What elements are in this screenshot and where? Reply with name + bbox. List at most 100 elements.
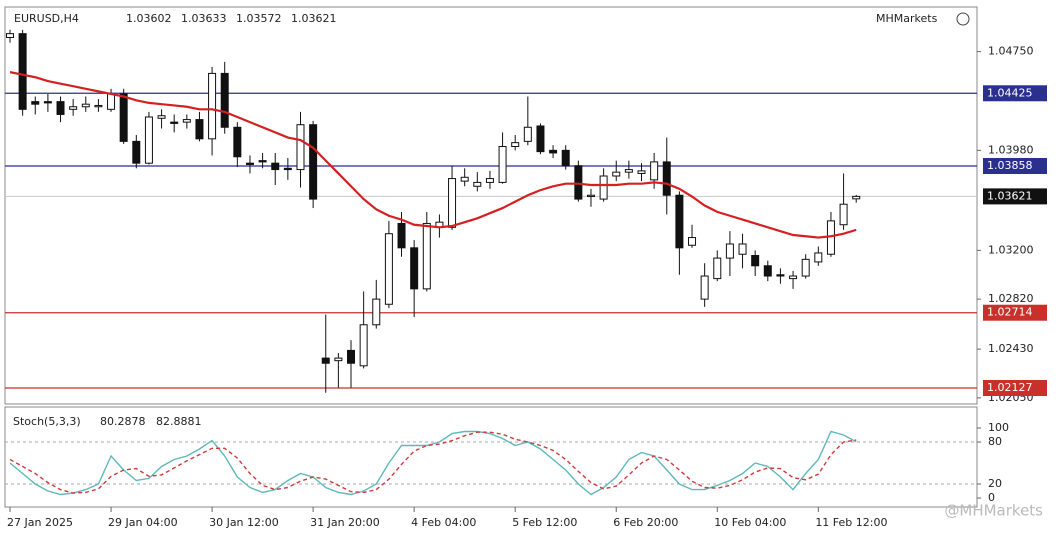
- candle-body: [751, 255, 760, 267]
- x-tick-label: 6 Feb 20:00: [613, 516, 678, 529]
- y-tick-label: 1.02430: [988, 342, 1034, 355]
- candle-body: [208, 72, 217, 140]
- candle-body: [789, 275, 798, 280]
- candle-body: [107, 93, 116, 110]
- candle-body: [384, 233, 393, 305]
- x-tick-label: 27 Jan 2025: [7, 516, 73, 529]
- candle-body: [347, 349, 356, 364]
- candle-body: [359, 324, 368, 367]
- moving-average: [9, 71, 857, 239]
- level-label: 1.04425: [987, 86, 1033, 99]
- x-tick-label: 29 Jan 04:00: [108, 516, 178, 529]
- candle-body: [523, 126, 532, 142]
- candle-body: [485, 178, 494, 183]
- candle-body: [296, 124, 305, 171]
- candle-body: [776, 274, 785, 277]
- y-tick-label: 100: [988, 421, 1009, 434]
- candle-body: [410, 247, 419, 290]
- candle-body: [725, 243, 734, 259]
- candle-body: [549, 149, 558, 154]
- candle-body: [801, 258, 810, 277]
- candle-body: [397, 222, 406, 249]
- candle-body: [448, 178, 457, 228]
- candle-body: [511, 142, 520, 148]
- candle-body: [574, 165, 583, 200]
- candle-body: [473, 181, 482, 187]
- candle-body: [713, 257, 722, 280]
- candle-body: [182, 119, 191, 123]
- candle-body: [94, 104, 103, 108]
- candle-body: [233, 126, 242, 158]
- header-low: 1.03572: [236, 12, 282, 25]
- candle-body: [56, 101, 65, 115]
- candle-body: [18, 33, 27, 110]
- candle-body: [561, 149, 570, 167]
- header-close: 1.03621: [291, 12, 337, 25]
- x-tick-label: 4 Feb 04:00: [411, 516, 476, 529]
- stoch-line: [9, 431, 857, 494]
- stoch-d-value: 82.8881: [156, 415, 202, 428]
- candle-body: [81, 103, 90, 108]
- y-tick-label: 1.02820: [988, 292, 1034, 305]
- candle-body: [675, 194, 684, 249]
- y-tick-label: 80: [988, 435, 1002, 448]
- candle-body: [69, 106, 78, 110]
- y-tick-label: 1.03200: [988, 243, 1034, 256]
- level-label-box: [983, 379, 1047, 396]
- level-label-box: [983, 158, 1047, 174]
- candle-body: [43, 101, 52, 104]
- candle-body: [839, 203, 848, 226]
- y-tick-label: 20: [988, 477, 1002, 490]
- last-price-label: 1.03621: [987, 189, 1033, 202]
- candle-body: [688, 237, 697, 246]
- stoch-title: Stoch(5,3,3): [13, 415, 81, 428]
- candle-body: [763, 265, 772, 277]
- candle-body: [700, 275, 709, 300]
- y-tick-label: 0: [988, 491, 995, 504]
- stoch-panel: [4, 406, 978, 508]
- candle-body: [170, 121, 179, 124]
- candle-body: [637, 170, 646, 174]
- y-tick-label: 1.04750: [988, 45, 1034, 58]
- level-label-box: [983, 85, 1047, 102]
- x-tick-label: 10 Feb 04:00: [714, 516, 786, 529]
- level-label: 1.02714: [987, 306, 1033, 319]
- logo: MHMarkets: [876, 12, 938, 25]
- level-label: 1.02127: [987, 381, 1033, 394]
- candle-body: [852, 195, 861, 200]
- candle-body: [271, 162, 280, 171]
- candle-body: [662, 161, 671, 196]
- candle-body: [372, 298, 381, 326]
- candle-body: [283, 167, 292, 171]
- candle-body: [258, 160, 267, 163]
- candle-body: [586, 194, 595, 198]
- candle-body: [650, 161, 659, 181]
- watermark: @MHMarkets: [944, 502, 1043, 520]
- last-price-box: [983, 188, 1047, 205]
- candle-body: [624, 169, 633, 173]
- candle-body: [132, 140, 141, 164]
- x-tick-label: 30 Jan 12:00: [209, 516, 279, 529]
- x-tick-label: 5 Feb 12:00: [512, 516, 577, 529]
- candle-body: [334, 357, 343, 362]
- x-tick-label: 31 Jan 20:00: [310, 516, 380, 529]
- candle-body: [6, 33, 14, 38]
- candle-body: [119, 93, 128, 142]
- candle-body: [536, 125, 545, 153]
- plot-layer: 1.047501.039801.032001.028201.024301.020…: [5, 29, 1047, 529]
- candle-body: [220, 72, 229, 128]
- candle-body: [309, 124, 318, 200]
- logo-icon: [956, 12, 970, 26]
- candle-body: [195, 119, 204, 140]
- candle-body: [321, 357, 330, 364]
- candle-body: [144, 116, 153, 164]
- candle-body: [460, 176, 469, 182]
- candle-body: [814, 252, 823, 263]
- x-tick-label: 11 Feb 12:00: [815, 516, 887, 529]
- stoch-line: [9, 430, 857, 496]
- header-high: 1.03633: [181, 12, 227, 25]
- candle-body: [498, 146, 507, 183]
- level-label: 1.03858: [987, 159, 1033, 172]
- price-panel: [4, 6, 978, 405]
